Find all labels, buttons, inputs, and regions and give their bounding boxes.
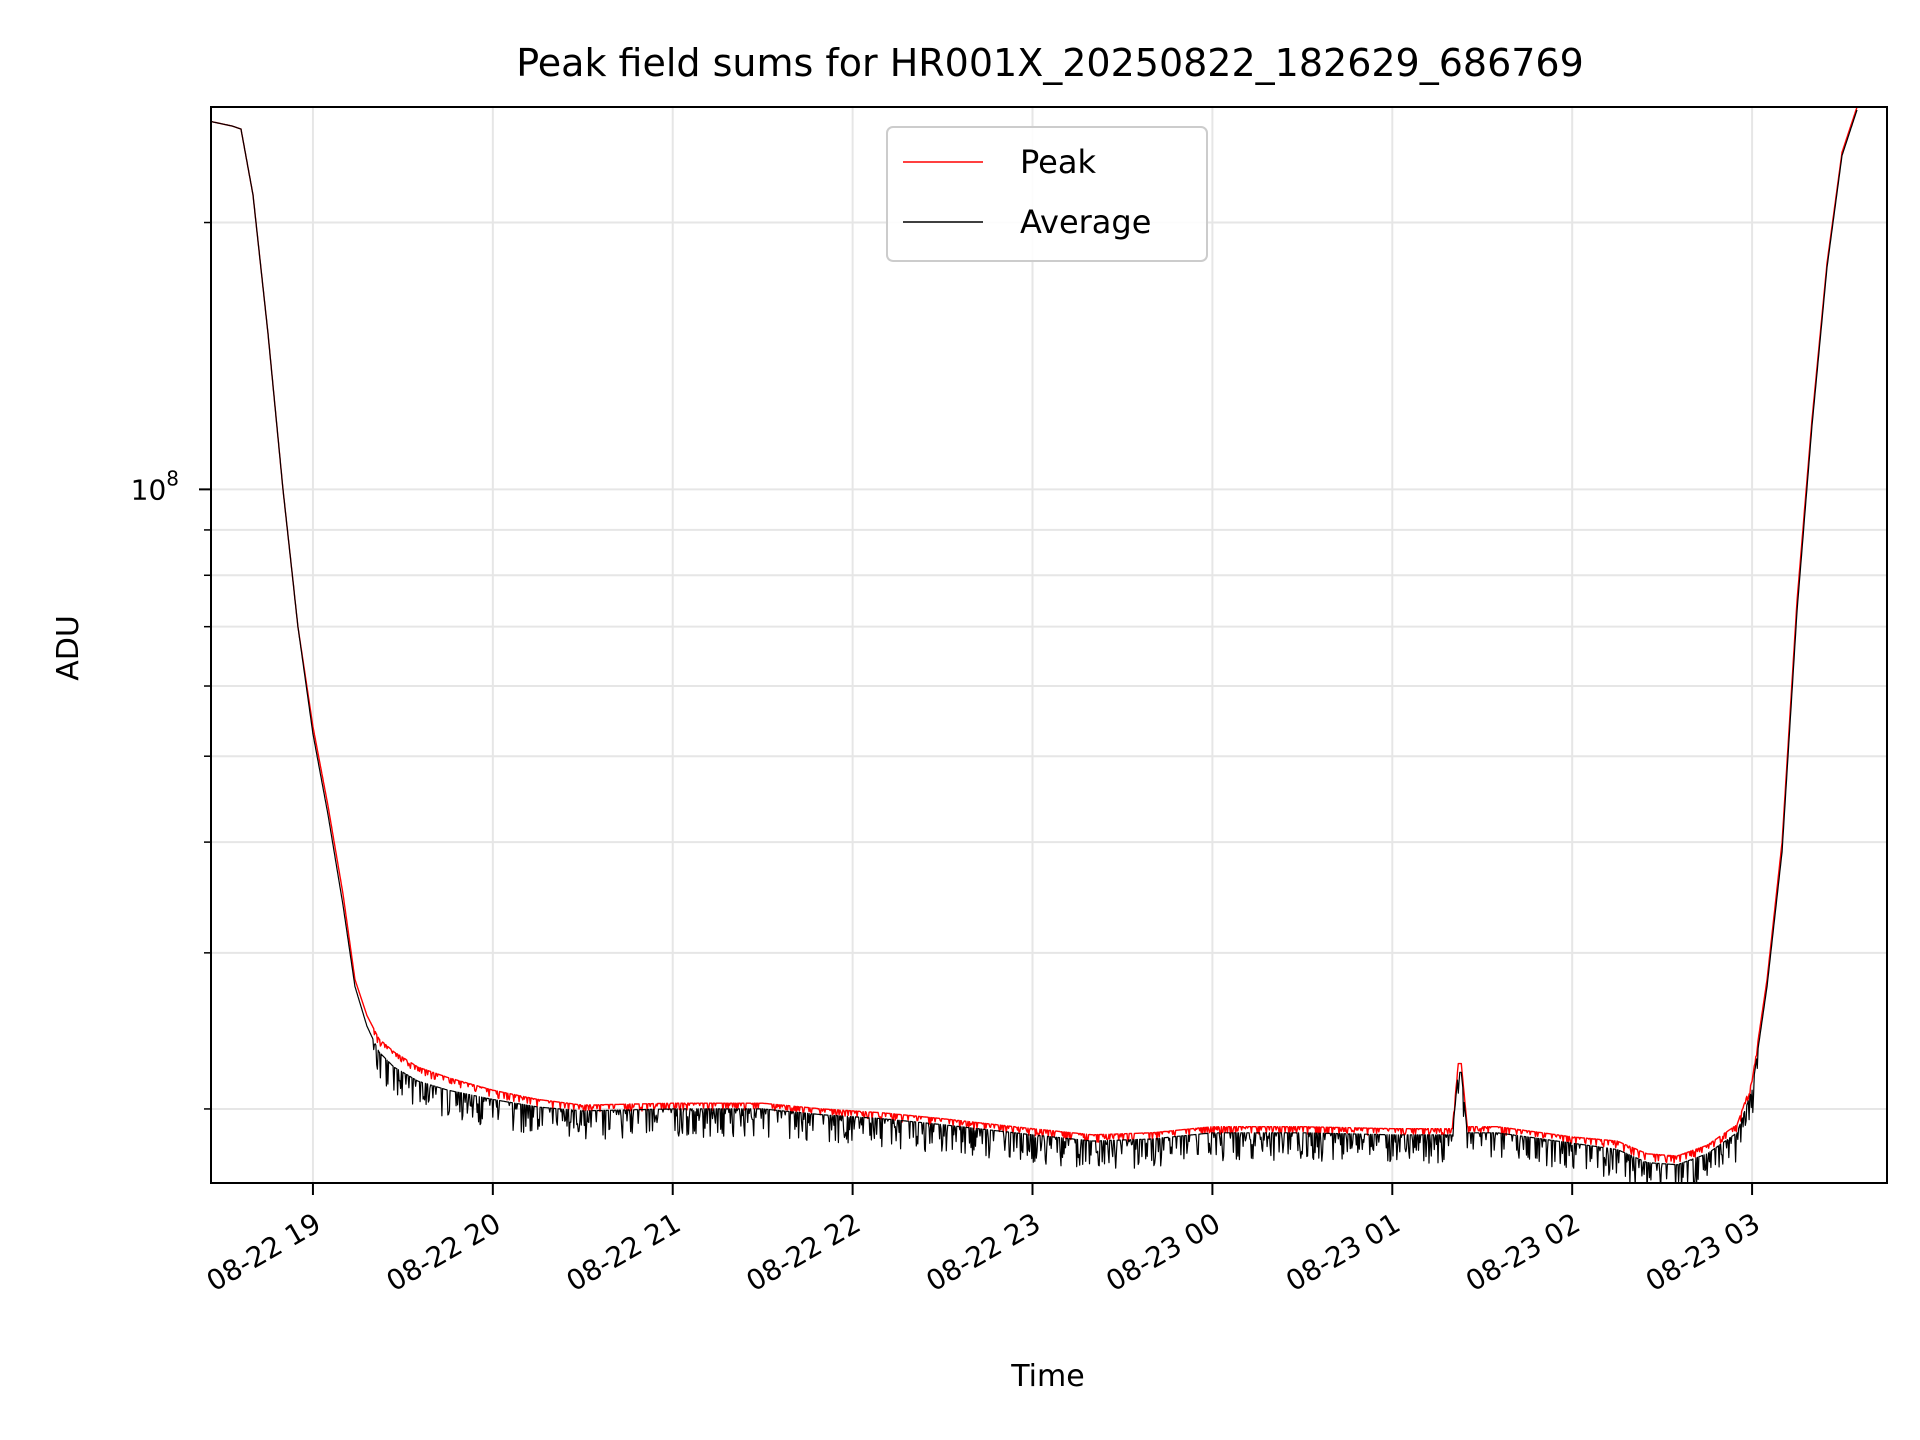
series-layer xyxy=(211,107,1858,1183)
legend-label-peak: Peak xyxy=(1020,143,1096,181)
series-line-peak xyxy=(211,107,1858,1164)
plot-area xyxy=(210,106,1888,1184)
legend: Peak Average xyxy=(886,126,1208,262)
x-axis-label: Time xyxy=(1010,1359,1084,1394)
y-axis-label: ADU xyxy=(51,615,86,681)
y-tick-exponent: 8 xyxy=(166,466,179,490)
grid xyxy=(211,107,1887,1183)
legend-box xyxy=(886,126,1208,262)
y-axis xyxy=(199,221,211,1110)
plot-frame xyxy=(210,106,1888,1184)
series-line-average xyxy=(211,109,1858,1183)
plot-background xyxy=(211,107,1887,1183)
y-tick-base: 10 xyxy=(131,473,167,506)
chart-title: Peak field sums for HR001X_20250822_1826… xyxy=(516,41,1584,85)
legend-label-average: Average xyxy=(1020,203,1151,241)
y-tick-label: 108 xyxy=(131,466,179,506)
